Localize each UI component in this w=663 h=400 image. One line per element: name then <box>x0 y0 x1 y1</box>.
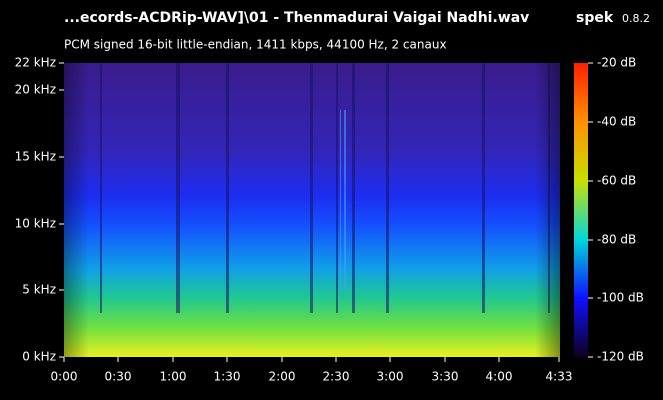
y-tick-label: 5 kHz <box>22 283 56 297</box>
level-tick-label: -60 dB <box>597 174 636 188</box>
app-version: 0.8.2 <box>622 12 650 25</box>
x-tick-label: 0:30 <box>105 370 132 384</box>
level-colorbar <box>574 63 588 357</box>
x-tick-label: 4:33 <box>546 370 573 384</box>
y-tick-label: 10 kHz <box>15 217 56 231</box>
x-tick-label: 4:00 <box>486 370 513 384</box>
level-tick-label: -80 dB <box>597 233 636 247</box>
y-tick-label: 15 kHz <box>15 150 56 164</box>
x-tick-label: 1:00 <box>160 370 187 384</box>
level-tick-label: -100 dB <box>597 291 644 305</box>
level-tick-label: -20 dB <box>597 56 636 70</box>
y-tick-label: 20 kHz <box>15 83 56 97</box>
x-tick-label: 2:30 <box>323 370 350 384</box>
file-info: PCM signed 16-bit little-endian, 1411 kb… <box>64 38 447 52</box>
level-tick-label: -120 dB <box>597 350 644 364</box>
x-tick-label: 3:30 <box>432 370 459 384</box>
x-tick-label: 1:30 <box>214 370 241 384</box>
x-tick-label: 2:00 <box>269 370 296 384</box>
file-title: ...ecords-ACDRip-WAV]\01 - Thenmadurai V… <box>64 10 529 26</box>
y-tick-label: 0 kHz <box>22 350 56 364</box>
spectrogram-shade <box>64 63 560 357</box>
x-tick-label: 0:00 <box>51 370 78 384</box>
x-tick-label: 3:00 <box>377 370 404 384</box>
app-name: spek <box>576 10 614 26</box>
axes: 22 kHz 20 kHz 15 kHz 10 kHz 5 kHz 0 kHz 0:00 0:… <box>15 56 644 384</box>
level-tick-label: -40 dB <box>597 115 636 129</box>
y-tick-label: 22 kHz <box>15 56 56 70</box>
